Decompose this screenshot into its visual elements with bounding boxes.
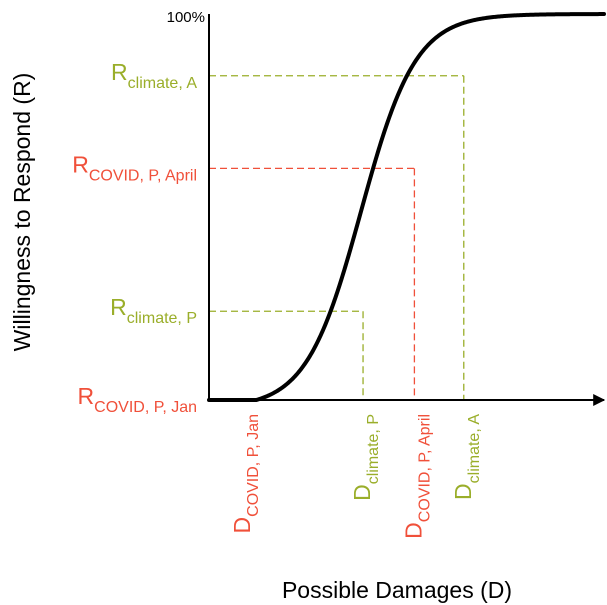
guide-lines	[209, 75, 465, 400]
y-axis-label: Willingness to Respond (R)	[9, 73, 35, 352]
d-label-covid_april: DCOVID, P, April	[400, 414, 433, 539]
r-label-climate_p: Rclimate, P	[110, 294, 197, 327]
y-axis-max-label: 100%	[167, 9, 205, 26]
r-label-covid_april: RCOVID, P, April	[72, 151, 197, 184]
marker-labels: RCOVID, P, Jan DCOVID, P, Jan Rclimate, P D…	[72, 59, 483, 539]
r-label-climate_a: Rclimate, A	[111, 59, 197, 92]
d-label-group-covid_april: DCOVID, P, April	[400, 414, 433, 539]
d-label-climate_p: Dclimate, P	[349, 414, 382, 501]
d-label-group-covid_jan: DCOVID, P, Jan	[229, 414, 262, 533]
d-label-covid_jan: DCOVID, P, Jan	[229, 414, 262, 533]
d-label-group-climate_a: Dclimate, A	[450, 414, 483, 500]
r-label-covid_jan: RCOVID, P, Jan	[78, 383, 197, 416]
x-axis-label: Possible Damages (D)	[282, 577, 512, 603]
d-label-group-climate_p: Dclimate, P	[349, 414, 382, 501]
d-label-climate_a: Dclimate, A	[450, 414, 483, 500]
response-curve	[207, 12, 606, 402]
